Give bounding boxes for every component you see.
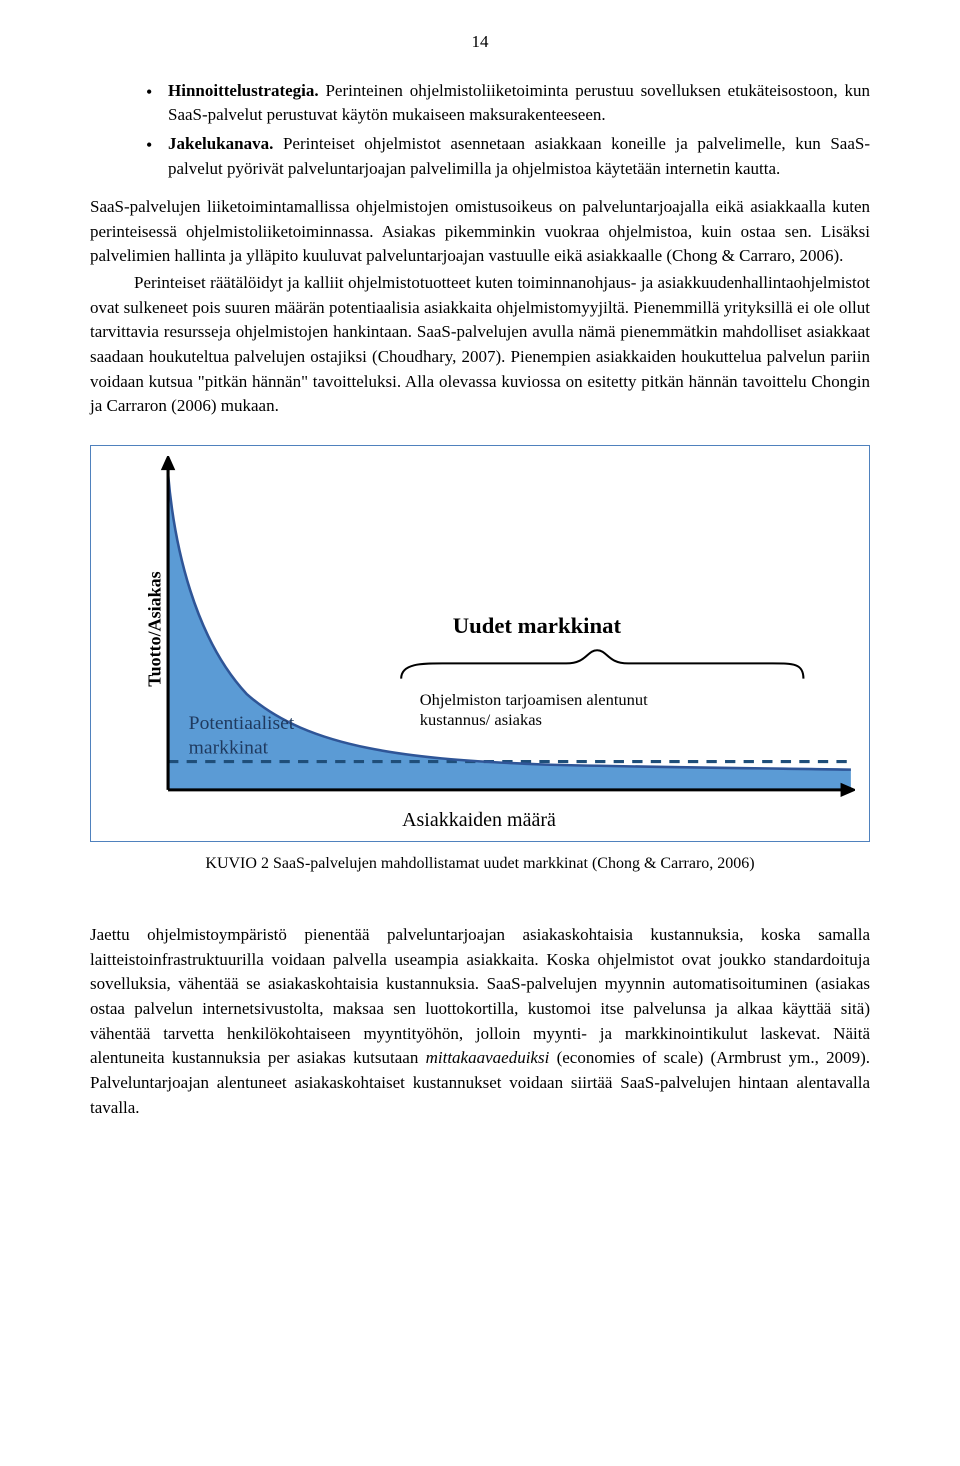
paragraph-2-pre: Jaettu ohjelmistoympäristö pienentää pal… [90,925,870,1067]
new-markets-label: Uudet markkinat [453,613,622,638]
figure-caption: KUVIO 2 SaaS-palvelujen mahdollistamat u… [90,852,870,875]
cost-label-line1: Ohjelmiston tarjoamisen alentunut [420,690,648,709]
bullet-term-2: Jakelukanava. [168,134,273,153]
bullet-item-1: Hinnoittelustrategia. Perinteinen ohjelm… [146,79,870,128]
potential-label-line1: Potentiaaliset [189,713,295,734]
bullet-list: Hinnoittelustrategia. Perinteinen ohjelm… [90,79,870,182]
brace-icon [401,650,803,678]
cost-label-line2: kustannus/ asiakas [420,710,542,729]
page-number: 14 [90,30,870,55]
paragraph-2-italic: mittakaavaeduiksi [426,1048,550,1067]
bullet-term-1: Hinnoittelustrategia. [168,81,319,100]
paragraph-1a: SaaS-palvelujen liiketoimintamallissa oh… [90,195,870,269]
figure: Tuotto/Asiakas [90,445,870,875]
x-axis-title: Asiakkaiden määrä [99,806,859,835]
paragraph-2: Jaettu ohjelmistoympäristö pienentää pal… [90,923,870,1120]
potential-label-line2: markkinat [189,738,269,759]
bullet-item-2: Jakelukanava. Perinteiset ohjelmistot as… [146,132,870,181]
chart-svg: Uudet markkinat Ohjelmiston tarjoamisen … [133,456,855,800]
figure-box: Tuotto/Asiakas [90,445,870,842]
page: 14 Hinnoittelustrategia. Perinteinen ohj… [0,0,960,1182]
y-axis-arrow-icon [161,456,175,470]
chart-area: Tuotto/Asiakas [99,454,859,804]
vertical-gap [90,889,870,923]
paragraph-1b: Perinteiset räätälöidyt ja kalliit ohjel… [90,271,870,419]
plot: Uudet markkinat Ohjelmiston tarjoamisen … [133,456,855,800]
bullet-text-2: Perinteiset ohjelmistot asennetaan asiak… [168,134,870,178]
